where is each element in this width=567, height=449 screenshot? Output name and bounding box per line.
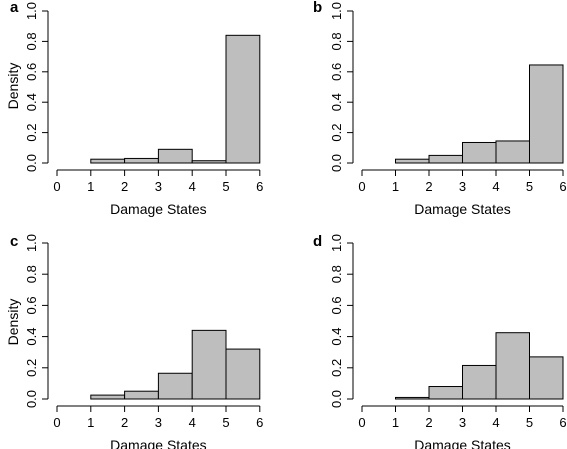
histogram-bar (124, 157, 159, 164)
histogram-bar (462, 364, 497, 400)
histogram-bar (124, 390, 159, 400)
y-tick-label: 1.0 (24, 234, 39, 252)
y-axis-label: Density (5, 63, 21, 110)
x-tick-label: 6 (256, 415, 263, 430)
x-tick-label: 4 (492, 179, 499, 194)
y-tick-label: 0.0 (24, 154, 39, 172)
histogram-bar (395, 396, 430, 400)
x-tick-label: 3 (155, 179, 162, 194)
x-tick-label: 0 (53, 415, 60, 430)
histogram-bar (462, 141, 497, 164)
x-axis: 0 1 2 3 4 5 6 Damage States (358, 169, 567, 217)
x-tick-label: 2 (425, 179, 432, 194)
x-axis: 0 1 2 3 4 5 6 Damage States (358, 405, 567, 449)
x-axis-label: Damage States (110, 437, 207, 449)
y-tick-label: 0.8 (329, 265, 344, 283)
y-tick-label: 1.0 (24, 2, 39, 20)
y-axis: 0.0 0.2 0.4 0.6 0.8 1.0 (329, 2, 354, 172)
x-axis-label: Damage States (414, 201, 511, 217)
panel-d: d 0 1 2 3 4 5 6 Damage States 0.0 0.2 0.4 0.6 0.8 1.0 (313, 233, 567, 449)
x-tick-label: 4 (189, 179, 196, 194)
x-tick-label: 2 (425, 415, 432, 430)
histogram-bar (225, 34, 261, 164)
x-tick-label: 0 (358, 179, 365, 194)
x-tick-label: 3 (459, 179, 466, 194)
histogram-bar (495, 332, 530, 400)
x-tick-label: 6 (559, 179, 566, 194)
y-tick-label: 0.2 (24, 124, 39, 142)
y-tick-label: 0.6 (329, 296, 344, 314)
y-tick-label: 0.0 (329, 154, 344, 172)
y-axis: 0.0 0.2 0.4 0.6 0.8 1.0 Density (5, 234, 49, 408)
x-tick-label: 1 (87, 415, 94, 430)
y-tick-label: 0.4 (24, 93, 39, 111)
x-tick-label: 6 (559, 415, 566, 430)
x-tick-label: 2 (121, 415, 128, 430)
y-tick-label: 0.0 (24, 390, 39, 408)
histogram-bar (157, 148, 193, 164)
histogram-bar (428, 154, 463, 164)
histogram-bar (191, 329, 227, 400)
x-tick-label: 4 (189, 415, 196, 430)
y-tick-label: 0.6 (24, 63, 39, 81)
x-tick-label: 5 (526, 415, 533, 430)
panel-letter: b (313, 0, 322, 16)
y-tick-label: 0.2 (24, 359, 39, 377)
y-tick-label: 0.8 (24, 32, 39, 50)
x-tick-label: 0 (358, 415, 365, 430)
y-tick-label: 0.4 (329, 93, 344, 111)
y-tick-label: 1.0 (329, 2, 344, 20)
panel-letter: a (10, 0, 19, 16)
x-axis: 0 1 2 3 4 5 6 Damage States (53, 169, 263, 217)
x-tick-label: 6 (256, 179, 263, 194)
y-tick-label: 0.8 (24, 265, 39, 283)
x-tick-label: 5 (222, 415, 229, 430)
x-tick-label: 5 (526, 179, 533, 194)
y-tick-label: 0.8 (329, 32, 344, 50)
y-axis: 0.0 0.2 0.4 0.6 0.8 1.0 (329, 234, 354, 408)
y-tick-label: 1.0 (329, 234, 344, 252)
y-tick-label: 0.2 (329, 124, 344, 142)
histogram-bar (90, 158, 126, 164)
y-axis: 0.0 0.2 0.4 0.6 0.8 1.0 Density (5, 2, 49, 172)
x-tick-label: 1 (392, 179, 399, 194)
panel-letter: c (10, 233, 18, 250)
y-tick-label: 0.2 (329, 359, 344, 377)
panel-c: c 0 1 2 3 4 5 6 Damage States 0.0 0.2 0.4 0.6 0.8 1.0 D… (5, 233, 263, 449)
x-axis: 0 1 2 3 4 5 6 Damage States (53, 405, 263, 449)
x-tick-label: 0 (53, 179, 60, 194)
histogram-bar (157, 372, 193, 400)
panel-b: b 0 1 2 3 4 5 6 Damage States 0.0 0.2 0.4 0.6 0.8 1.0 (313, 0, 567, 217)
histogram-bar (225, 348, 261, 400)
histogram-bar (90, 394, 126, 400)
y-tick-label: 0.4 (24, 328, 39, 346)
panel-a: a 0 1 2 3 4 5 6 Damage States 0.0 0.2 0.4 0.6 0.8 1.0 D… (5, 0, 263, 217)
panel-letter: d (313, 233, 322, 250)
x-tick-label: 1 (87, 179, 94, 194)
x-tick-label: 4 (492, 415, 499, 430)
x-tick-label: 5 (222, 179, 229, 194)
histogram-bar (428, 386, 463, 400)
histogram-bar (191, 160, 227, 164)
x-axis-label: Damage States (414, 437, 511, 449)
x-tick-label: 3 (459, 415, 466, 430)
x-tick-label: 3 (155, 415, 162, 430)
histogram-bar (395, 158, 430, 164)
x-tick-label: 2 (121, 179, 128, 194)
y-tick-label: 0.4 (329, 328, 344, 346)
y-tick-label: 0.6 (24, 296, 39, 314)
histogram-bar (529, 356, 564, 400)
histogram-bar (529, 64, 564, 164)
y-axis-label: Density (5, 299, 21, 346)
histogram-bar (495, 140, 530, 164)
y-tick-label: 0.6 (329, 63, 344, 81)
x-tick-label: 1 (392, 415, 399, 430)
y-tick-label: 0.0 (329, 390, 344, 408)
x-axis-label: Damage States (110, 201, 207, 217)
